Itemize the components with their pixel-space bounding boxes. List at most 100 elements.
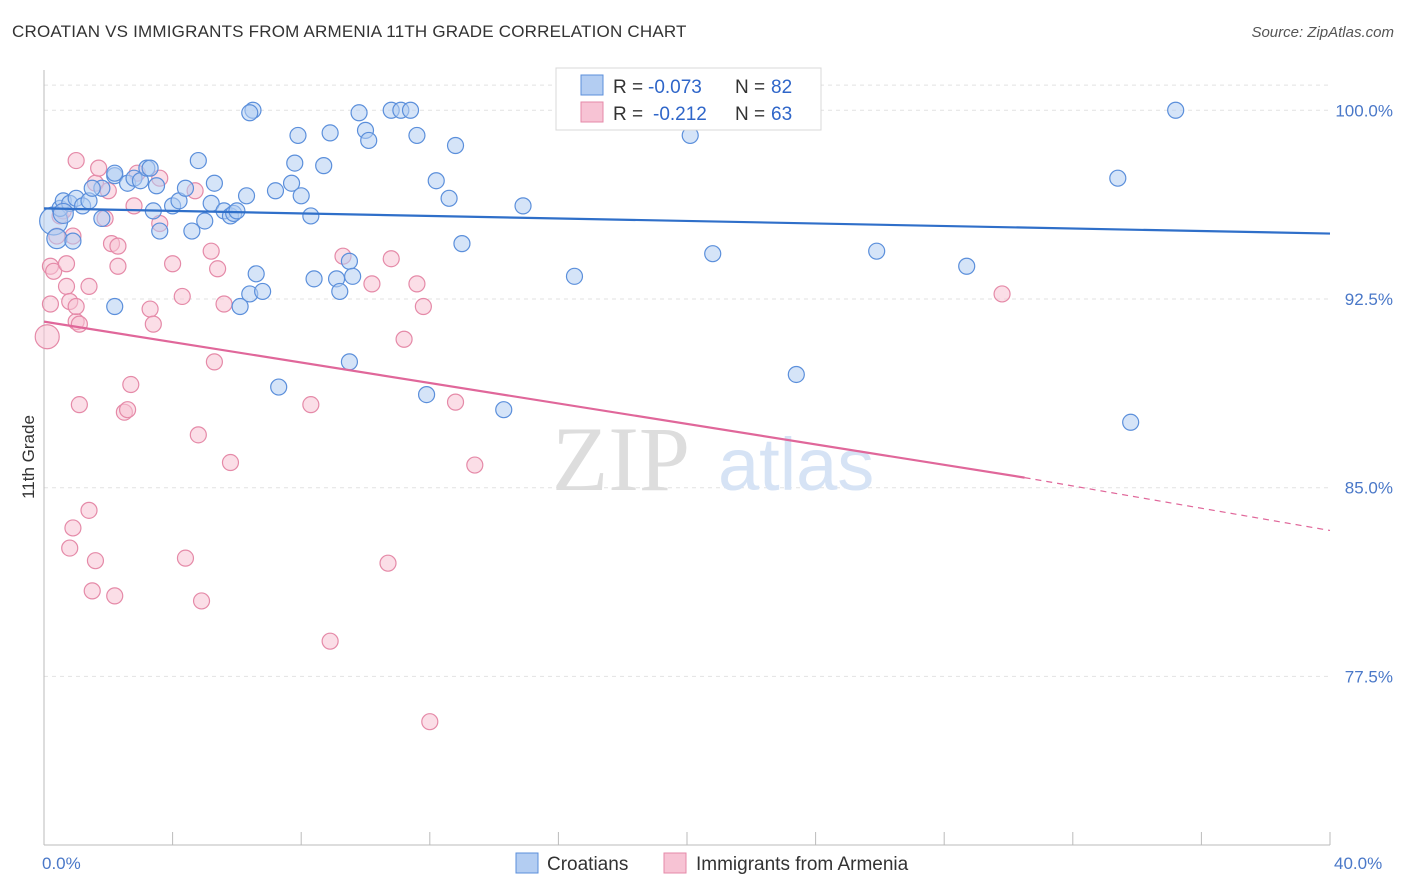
armenia-point-51 <box>67 151 85 170</box>
croatian-point-48 <box>340 252 359 270</box>
croatian-point-45 <box>321 124 339 142</box>
croatian-point-32 <box>228 202 246 220</box>
y-tick-label-3: 77.5% <box>1345 667 1393 686</box>
x-tick-label-min: 0.0% <box>42 854 81 873</box>
watermark-zip: ZIP <box>552 408 690 510</box>
croatian-point-72 <box>868 242 886 260</box>
series-legend-croatians: Croatians <box>547 854 628 875</box>
croatian-point-64 <box>514 197 532 215</box>
armenia-point-20 <box>109 237 127 255</box>
croatian-point-60 <box>440 189 458 207</box>
series-legend: Croatians Immigrants from Armenia <box>515 852 909 875</box>
armenia-point-54 <box>86 552 105 570</box>
watermark-atlas: atlas <box>718 423 874 506</box>
croatian-point-57 <box>408 126 426 145</box>
armenia-point-24 <box>122 375 140 394</box>
croatian-point-73 <box>958 257 976 275</box>
croatian-point-28 <box>205 174 223 192</box>
croatian-point-74 <box>1109 169 1127 187</box>
armenia-points <box>34 151 1011 731</box>
croatian-point-24 <box>183 222 201 240</box>
croatian-point-53 <box>360 131 378 150</box>
croatian-trend-line <box>43 207 1331 235</box>
croatian-point-50 <box>340 353 359 371</box>
armenia-point-27 <box>141 300 159 318</box>
armenia-point-32 <box>173 287 191 306</box>
armenia-point-31 <box>164 255 182 273</box>
croatian-point-63 <box>495 401 513 419</box>
armenia-point-28 <box>144 315 162 333</box>
croatian-point-36 <box>254 282 272 301</box>
armenia-point-8 <box>57 277 76 295</box>
croatian-point-71 <box>787 365 805 384</box>
series-legend-swatch-croatians <box>515 852 539 874</box>
armenia-point-53 <box>80 501 98 519</box>
armenia-point-23 <box>118 401 137 419</box>
croatian-point-42 <box>302 207 320 225</box>
stats-legend-n-value-2: 63 <box>771 104 792 125</box>
croatian-point-51 <box>350 104 368 122</box>
armenia-point-52 <box>70 396 88 414</box>
croatian-point-18 <box>147 177 166 195</box>
x-ticks <box>43 832 1331 845</box>
armenia-point-3 <box>45 262 63 280</box>
armenia-point-36 <box>205 353 223 371</box>
croatian-point-40 <box>289 126 307 145</box>
armenia-point-59 <box>176 549 195 567</box>
armenia-point-14 <box>80 277 98 295</box>
stats-legend-r-value-1: -0.073 <box>648 77 702 98</box>
armenia-point-43 <box>363 275 381 293</box>
armenia-point-37 <box>209 260 227 278</box>
stats-legend-swatch-pink <box>580 101 604 123</box>
armenia-point-49 <box>446 393 465 411</box>
armenia-point-48 <box>421 713 439 731</box>
croatian-point-8 <box>52 202 74 225</box>
croatian-point-59 <box>427 172 445 190</box>
armenia-point-47 <box>414 297 432 316</box>
stats-legend-n-label-2: N = <box>735 104 765 125</box>
croatian-point-66 <box>141 159 159 177</box>
armenia-point-46 <box>408 275 426 293</box>
gridlines <box>44 84 1330 677</box>
chart-source: Source: ZipAtlas.com <box>1251 24 1394 41</box>
croatian-point-44 <box>315 157 333 175</box>
armenia-point-41 <box>321 632 339 650</box>
armenia-point-12 <box>70 315 88 333</box>
croatian-point-20 <box>151 222 169 240</box>
watermark: ZIP atlas <box>552 408 874 510</box>
croatian-point-61 <box>446 136 465 155</box>
y-tick-label-2: 85.0% <box>1345 479 1393 498</box>
croatian-point-9 <box>64 232 82 250</box>
y-tick-label-0: 100.0% <box>1335 101 1393 120</box>
stats-legend-r-label-1: R = <box>613 77 643 98</box>
armenia-trend-line <box>43 320 1025 479</box>
armenia-point-57 <box>61 539 79 557</box>
croatian-point-81 <box>83 179 101 197</box>
croatian-point-69 <box>241 104 259 122</box>
trend-lines <box>43 207 1331 532</box>
stats-legend-n-label-1: N = <box>735 77 765 98</box>
croatian-point-43 <box>305 270 323 288</box>
croatian-point-26 <box>196 212 214 230</box>
armenia-point-16 <box>90 159 108 177</box>
croatian-point-47 <box>331 282 349 301</box>
armenia-trend-line-extension <box>1024 477 1331 532</box>
croatian-point-56 <box>401 101 420 119</box>
croatian-point-41 <box>292 187 310 205</box>
croatian-point-62 <box>453 235 471 253</box>
croatian-point-68 <box>231 297 249 316</box>
stats-legend-r-label-2: R = <box>613 104 643 125</box>
croatian-point-70 <box>704 245 722 263</box>
stats-legend-n-value-1: 82 <box>771 77 792 98</box>
croatian-point-10 <box>93 209 111 228</box>
croatian-points <box>39 101 1185 431</box>
chart-title: CROATIAN VS IMMIGRANTS FROM ARMENIA 11TH… <box>12 22 687 41</box>
armenia-point-7 <box>57 255 76 273</box>
croatian-point-38 <box>282 174 301 192</box>
armenia-point-25 <box>125 197 143 215</box>
croatian-point-33 <box>237 187 256 205</box>
croatian-point-76 <box>1122 413 1140 431</box>
series-legend-swatch-armenia <box>663 852 687 874</box>
croatian-point-25 <box>189 151 207 170</box>
armenia-point-44 <box>382 250 400 268</box>
